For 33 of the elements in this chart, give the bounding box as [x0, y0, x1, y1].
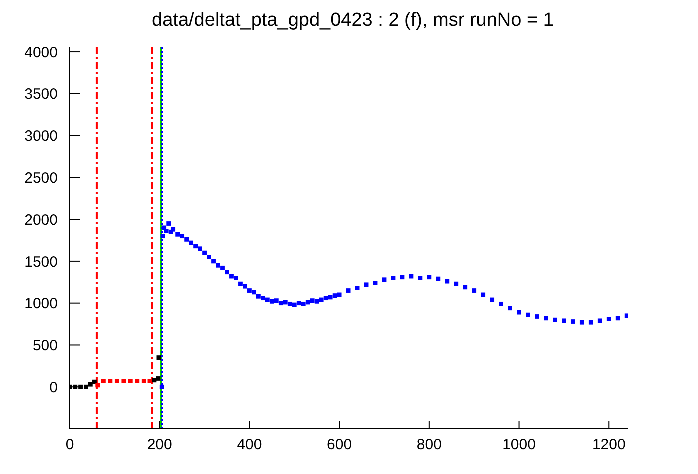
point: [152, 378, 157, 383]
x-tick-label: 400: [237, 436, 262, 454]
point: [84, 384, 88, 390]
x-tick-label: 1000: [502, 436, 536, 454]
y-tick-label: 4000: [24, 44, 58, 62]
point: [122, 379, 126, 384]
y-tick-label: 1500: [24, 254, 58, 271]
y-tick-label: 3500: [24, 86, 58, 104]
point: [96, 383, 100, 388]
x-tick-label: 0: [66, 436, 74, 454]
point: [148, 379, 152, 384]
point: [156, 376, 161, 381]
point: [135, 379, 140, 384]
x-tick-label: 600: [327, 436, 352, 454]
point: [114, 379, 120, 384]
point: [142, 379, 146, 384]
y-tick-label: 2000: [24, 212, 58, 229]
point: [88, 382, 93, 387]
point: [78, 384, 83, 390]
y-tick-label: 0: [50, 379, 58, 396]
point: [101, 379, 106, 384]
y-tick-label: 3000: [24, 128, 58, 146]
x-tick-label: 200: [147, 436, 172, 454]
point: [73, 384, 78, 390]
y-tick-label: 2500: [24, 170, 58, 188]
point: [128, 379, 133, 384]
chart-title: data/deltat_pta_gpd_0423 : 2 (f), msr runNo = 1: [151, 10, 555, 32]
y-tick-label: 1000: [24, 296, 58, 313]
x-tick-label: 1200: [592, 436, 626, 454]
point: [156, 356, 162, 360]
x-tick-label: 800: [416, 436, 442, 454]
point: [108, 379, 113, 384]
y-tick-label: 500: [32, 338, 58, 355]
